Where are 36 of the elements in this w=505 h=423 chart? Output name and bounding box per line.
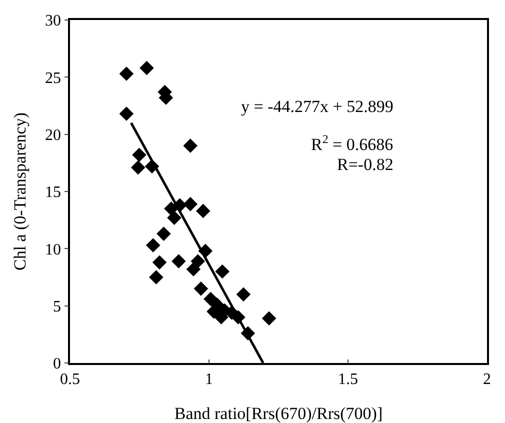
point [130,160,146,175]
y-tick-label: 30 [45,12,62,30]
point [149,270,164,284]
point [196,204,210,218]
annotation: y = -44.277x + 52.899 [241,97,394,116]
x-tick-label: 0.5 [60,370,80,388]
annotation: R=-0.82 [337,155,394,174]
x-tick-label: 1.5 [338,370,358,388]
point [146,238,160,252]
point [183,196,198,212]
point [262,311,276,326]
point [194,282,208,296]
y-tick-label: 15 [45,184,62,202]
y-tick-label: 25 [45,70,62,87]
point [172,254,186,268]
point [119,66,134,81]
point [156,226,171,241]
point [190,254,206,268]
y-tick-label: 5 [53,298,62,316]
point [152,255,167,270]
point [119,106,134,121]
x-tick-label: 1 [205,370,213,388]
y-tick-label: 0 [53,356,62,373]
point [186,262,201,276]
x-axis-title: Band ratio[Rrs(670)/Rrs(700)] [174,404,383,423]
point [167,210,182,225]
y-tick-label: 20 [45,126,62,144]
annotation: R$^{2}$ = 0.6686 [311,132,394,154]
y-axis-title: Chl a (0-Transparency) [10,112,30,270]
y-tick-label: 10 [45,241,62,258]
point [236,287,251,302]
point [215,264,230,279]
x-tick-label: 2 [483,370,491,388]
point [183,138,198,153]
point [132,148,146,162]
point [140,60,154,76]
